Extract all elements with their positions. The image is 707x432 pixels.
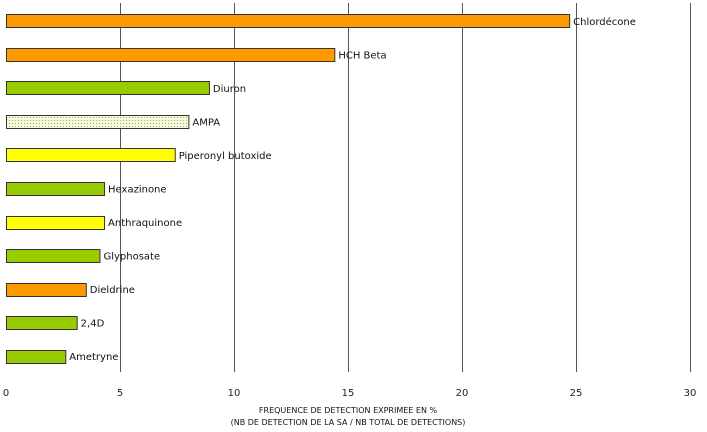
bar-2-4d — [6, 316, 78, 330]
bar-hexazinone — [6, 182, 106, 196]
bar-hch-beta — [6, 48, 336, 62]
bar-dieldrine — [6, 283, 87, 297]
x-tick-label: 25 — [570, 388, 583, 399]
x-tick-label: 20 — [456, 388, 469, 399]
bar-ametryne — [6, 350, 67, 364]
bar-anthraquinone — [6, 216, 106, 230]
bar-diuron — [6, 81, 210, 95]
x-axis-ticks: 0 5 10 15 20 25 30 — [3, 388, 697, 399]
x-tick-label: 5 — [117, 388, 123, 399]
x-tick-label: 0 — [3, 388, 9, 399]
bar-label: Dieldrine — [90, 285, 135, 296]
bar-label: Chlordécone — [573, 16, 636, 28]
bar-piperonyl-butoxide — [6, 148, 176, 162]
bar-label: Glyphosate — [103, 252, 160, 263]
bar-label: Diuron — [213, 84, 246, 95]
x-tick-label: 30 — [684, 388, 697, 399]
bar-labels: Chlordécone HCH Beta Diuron AMPA Piperonyl b… — [69, 16, 636, 363]
x-tick-label: 15 — [342, 388, 355, 399]
x-tick-label: 10 — [228, 388, 241, 399]
bars — [6, 14, 571, 364]
bar-label: Hexazinone — [108, 185, 167, 196]
bar-label: HCH Beta — [338, 50, 386, 61]
x-axis-title-line1: FREQUENCE DE DETECTION EXPRIMEE EN % — [259, 406, 438, 415]
bar-label: AMPA — [192, 117, 220, 128]
bar-ampa — [6, 115, 190, 129]
grid-lines — [120, 3, 691, 372]
bar-chlord-cone — [6, 14, 571, 28]
bar-label: Ametryne — [69, 352, 118, 363]
bar-glyphosate — [6, 249, 101, 263]
bar-label: Piperonyl butoxide — [179, 151, 272, 162]
bar-label: 2,4D — [81, 319, 105, 330]
x-axis-title-line2: (NB DE DETECTION DE LA SA / NB TOTAL DE … — [231, 418, 466, 427]
bar-label: Anthraquinone — [108, 218, 182, 229]
